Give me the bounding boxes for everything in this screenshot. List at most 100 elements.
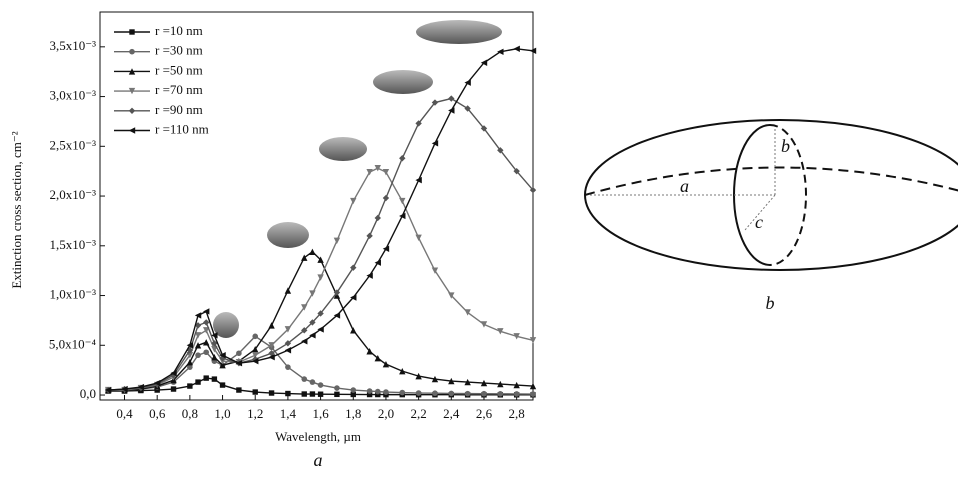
x-tick-label: 2,4: [443, 406, 460, 421]
x-tick-label: 1,6: [312, 406, 329, 421]
marker: [448, 107, 455, 114]
legend-marker: [128, 107, 136, 114]
marker: [203, 339, 210, 346]
marker: [374, 214, 381, 222]
marker: [415, 372, 422, 380]
marker: [268, 390, 275, 396]
marker: [431, 140, 439, 147]
marker: [497, 328, 504, 335]
marker: [399, 197, 406, 205]
marker: [415, 120, 422, 127]
marker: [374, 355, 381, 362]
marker: [350, 387, 357, 393]
marker: [366, 388, 373, 394]
marker: [383, 389, 389, 395]
marker: [137, 383, 145, 391]
marker: [497, 391, 504, 397]
x-tick-label: 2,0: [378, 406, 394, 421]
marker: [366, 391, 373, 398]
legend-marker: [129, 29, 135, 35]
marker: [203, 349, 210, 356]
y-tick-label: 5,0x10⁻⁴: [49, 336, 97, 351]
marker: [350, 264, 357, 271]
marker: [211, 354, 218, 361]
marker: [317, 274, 324, 281]
x-tick-label: 2,2: [410, 406, 426, 421]
marker: [497, 380, 504, 388]
marker: [464, 105, 471, 112]
series-line: [108, 97, 534, 391]
plot-frame: [99, 11, 534, 401]
marker: [203, 327, 210, 334]
marker: [415, 234, 422, 242]
marker: [334, 391, 340, 398]
marker: [284, 287, 292, 294]
marker: [334, 385, 340, 391]
legend-marker: [128, 68, 136, 75]
marker: [464, 378, 471, 386]
marker: [513, 391, 520, 397]
marker: [333, 237, 341, 245]
marker: [195, 379, 201, 385]
marker: [317, 391, 324, 397]
marker: [317, 382, 324, 388]
marker: [219, 361, 226, 369]
marker: [374, 164, 381, 172]
marker: [301, 254, 308, 261]
marker: [236, 350, 242, 357]
marker: [448, 377, 455, 385]
marker: [104, 386, 112, 394]
marker: [375, 391, 381, 398]
marker: [350, 391, 356, 398]
x-tick-label: 1,8: [345, 406, 361, 421]
marker: [301, 391, 307, 397]
legend-label: r =10 nm: [155, 23, 203, 38]
ellipsoid-diagram: [584, 119, 958, 271]
marker: [252, 389, 258, 395]
particle-shapes: [213, 20, 502, 338]
marker: [309, 379, 316, 385]
marker: [530, 391, 536, 397]
marker: [497, 147, 504, 154]
marker: [194, 312, 202, 319]
marker: [529, 382, 537, 390]
marker: [480, 321, 488, 328]
marker: [252, 346, 259, 353]
marker: [301, 327, 308, 334]
marker: [252, 352, 259, 359]
marker: [529, 186, 537, 194]
marker: [219, 352, 226, 359]
y-tick-label: 0,0: [80, 386, 96, 401]
marker: [431, 99, 439, 106]
marker: [350, 294, 357, 301]
x-tick-label: 0,4: [116, 406, 133, 421]
marker: [382, 360, 390, 368]
marker: [301, 304, 308, 311]
marker: [121, 385, 128, 393]
marker: [285, 390, 291, 397]
marker: [480, 59, 488, 66]
x-tick-label: 1,0: [214, 406, 230, 421]
marker: [187, 364, 193, 370]
marker: [529, 337, 537, 344]
marker: [374, 259, 381, 266]
marker: [333, 312, 341, 319]
axis-label-a: a: [680, 176, 689, 196]
y-axis-title: Extinction cross section, cm⁻²: [9, 131, 24, 288]
marker: [154, 387, 160, 393]
x-tick-label: 2,8: [509, 406, 525, 421]
marker: [448, 390, 455, 397]
marker: [366, 232, 373, 240]
marker: [236, 387, 242, 393]
marker: [187, 383, 193, 389]
marker: [513, 381, 520, 389]
legend-label: r =70 nm: [155, 82, 203, 97]
marker: [170, 386, 177, 392]
marker: [464, 79, 471, 86]
y-tick-label: 2,0x10⁻³: [49, 187, 96, 202]
marker: [309, 319, 316, 326]
marker: [153, 379, 161, 387]
legend-marker: [128, 87, 136, 95]
marker: [366, 168, 373, 176]
